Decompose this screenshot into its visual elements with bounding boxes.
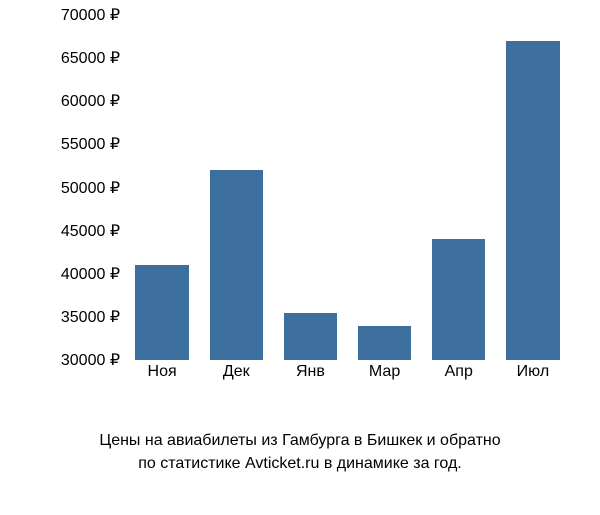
x-tick-label: Дек [223, 363, 250, 381]
y-tick-label: 35000 ₽ [61, 307, 120, 327]
y-tick-label: 45000 ₽ [61, 221, 120, 241]
bar [506, 41, 559, 360]
chart-container: 30000 ₽ 35000 ₽ 40000 ₽ 45000 ₽ 50000 ₽ 55000… [30, 15, 570, 385]
bar [358, 326, 411, 361]
y-tick-label: 60000 ₽ [61, 91, 120, 111]
y-tick-label: 40000 ₽ [61, 264, 120, 284]
bar [210, 170, 263, 360]
bar [135, 265, 188, 360]
y-tick-label: 70000 ₽ [61, 5, 120, 25]
y-tick-label: 65000 ₽ [61, 48, 120, 68]
chart-caption: Цены на авиабилеты из Гамбурга в Бишкек … [0, 430, 600, 475]
x-tick-label: Апр [445, 363, 473, 381]
y-tick-label: 30000 ₽ [61, 350, 120, 370]
y-tick-label: 55000 ₽ [61, 134, 120, 154]
caption-line-2: по статистике Avticket.ru в динамике за … [138, 455, 462, 472]
x-axis: Ноя Дек Янв Мар Апр Июл [125, 360, 570, 385]
caption-line-1: Цены на авиабилеты из Гамбурга в Бишкек … [99, 432, 500, 449]
y-tick-label: 50000 ₽ [61, 178, 120, 198]
plot-area [125, 15, 570, 360]
bar [432, 239, 485, 360]
y-axis: 30000 ₽ 35000 ₽ 40000 ₽ 45000 ₽ 50000 ₽ 55000… [30, 15, 120, 385]
x-tick-label: Мар [369, 363, 400, 381]
bar [284, 313, 337, 360]
x-tick-label: Июл [517, 363, 549, 381]
x-tick-label: Ноя [148, 363, 177, 381]
x-tick-label: Янв [296, 363, 325, 381]
